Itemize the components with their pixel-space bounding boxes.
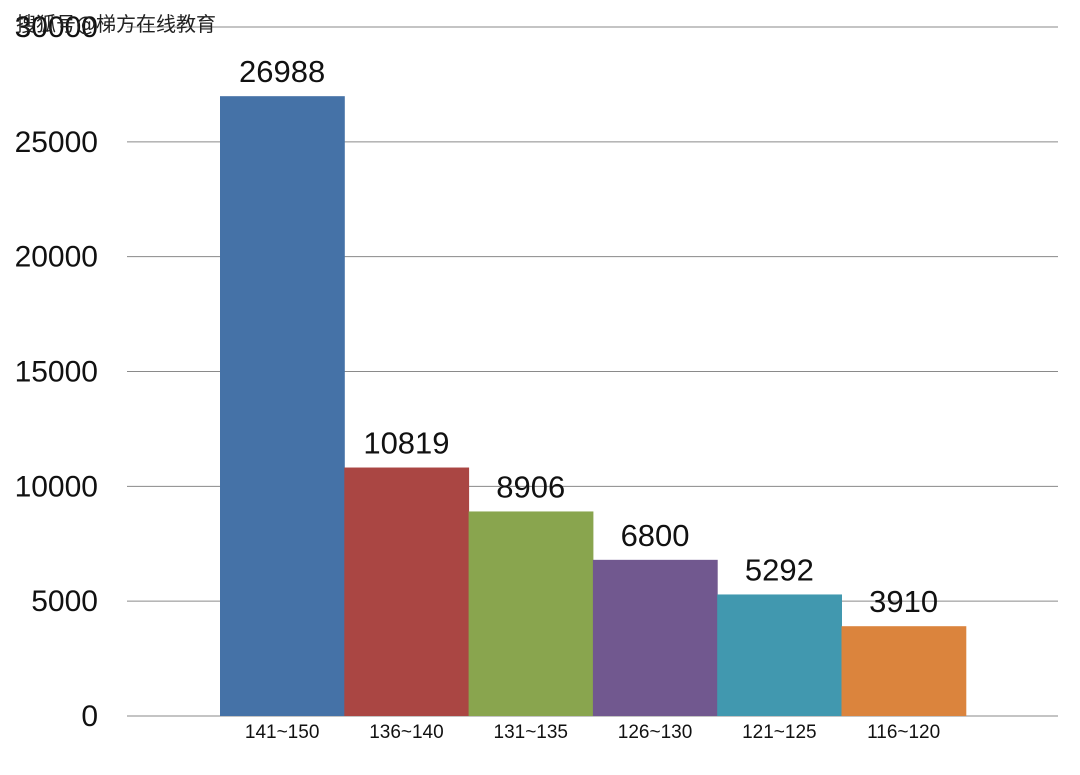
data-label: 26988 (239, 54, 325, 89)
x-tick-label: 116~120 (867, 722, 940, 743)
y-axis-ticks: 0 5000 10000 15000 20000 25000 30000 (15, 11, 98, 733)
x-tick-label: 131~135 (494, 722, 569, 743)
x-tick-label: 121~125 (742, 722, 817, 743)
y-tick-label: 10000 (15, 470, 98, 503)
x-tick-label: 136~140 (369, 722, 444, 743)
data-label: 10819 (363, 426, 449, 461)
y-tick-label: 20000 (15, 241, 98, 274)
data-labels: 26988 10819 8906 6800 5292 3910 (239, 54, 938, 619)
y-tick-label: 25000 (15, 126, 98, 159)
data-label: 8906 (496, 469, 565, 504)
y-tick-label: 15000 (15, 356, 98, 389)
data-label: 3910 (869, 584, 938, 619)
y-tick-label: 5000 (31, 585, 98, 618)
watermark-text: 搜狐号@梯方在线教育 (16, 12, 216, 36)
bar (841, 626, 967, 716)
y-tick-label: 30000 (15, 11, 98, 44)
y-tick-label: 0 (81, 700, 98, 733)
x-tick-label: 126~130 (618, 722, 693, 743)
bar (344, 467, 470, 716)
data-label: 6800 (621, 518, 690, 553)
x-tick-label: 141~150 (245, 722, 320, 743)
bar (220, 96, 345, 716)
bar (717, 594, 842, 716)
bar (592, 559, 718, 716)
bars (220, 96, 967, 716)
bar (468, 511, 594, 716)
data-label: 5292 (745, 552, 814, 587)
x-axis-ticks: 141~150 136~140 131~135 126~130 121~125 116~1… (245, 722, 940, 743)
